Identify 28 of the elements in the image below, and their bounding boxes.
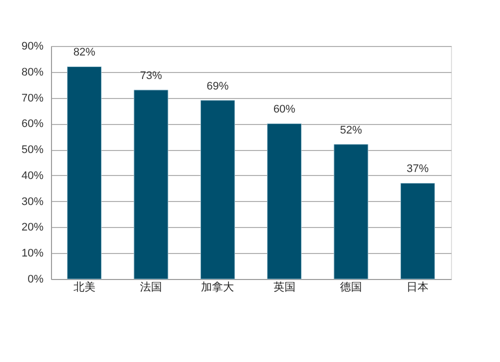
y-tick-label: 90%	[21, 40, 44, 52]
data-label: 60%	[273, 104, 296, 116]
bar	[334, 144, 368, 280]
bar	[400, 182, 435, 280]
x-tick-label: 英国	[273, 280, 296, 294]
y-tick-label: 70%	[21, 92, 44, 104]
x-tick-label: 法国	[140, 280, 162, 294]
data-label: 73%	[140, 70, 162, 82]
y-tick-label: 10%	[21, 248, 44, 260]
bar	[200, 100, 235, 280]
x-tick-label: 加拿大	[201, 280, 234, 294]
y-tick-label: 20%	[21, 222, 44, 234]
y-tick-label: 30%	[21, 196, 44, 208]
data-label: 69%	[206, 80, 229, 92]
bar	[67, 66, 102, 280]
x-tick-label: 德国	[340, 282, 362, 294]
data-label: 82%	[73, 46, 96, 59]
y-tick-label: 50%	[21, 144, 44, 156]
bar	[267, 123, 302, 280]
y-tick-label: 40%	[21, 170, 44, 182]
x-tick-label: 日本	[406, 280, 429, 294]
y-tick-label: 60%	[21, 118, 44, 130]
data-label: 37%	[406, 163, 429, 176]
data-label: 52%	[340, 124, 362, 136]
bar	[134, 90, 168, 280]
y-tick-label: 80%	[21, 66, 44, 78]
y-tick-label: 0%	[28, 274, 44, 286]
x-tick-label: 北美	[73, 280, 96, 294]
